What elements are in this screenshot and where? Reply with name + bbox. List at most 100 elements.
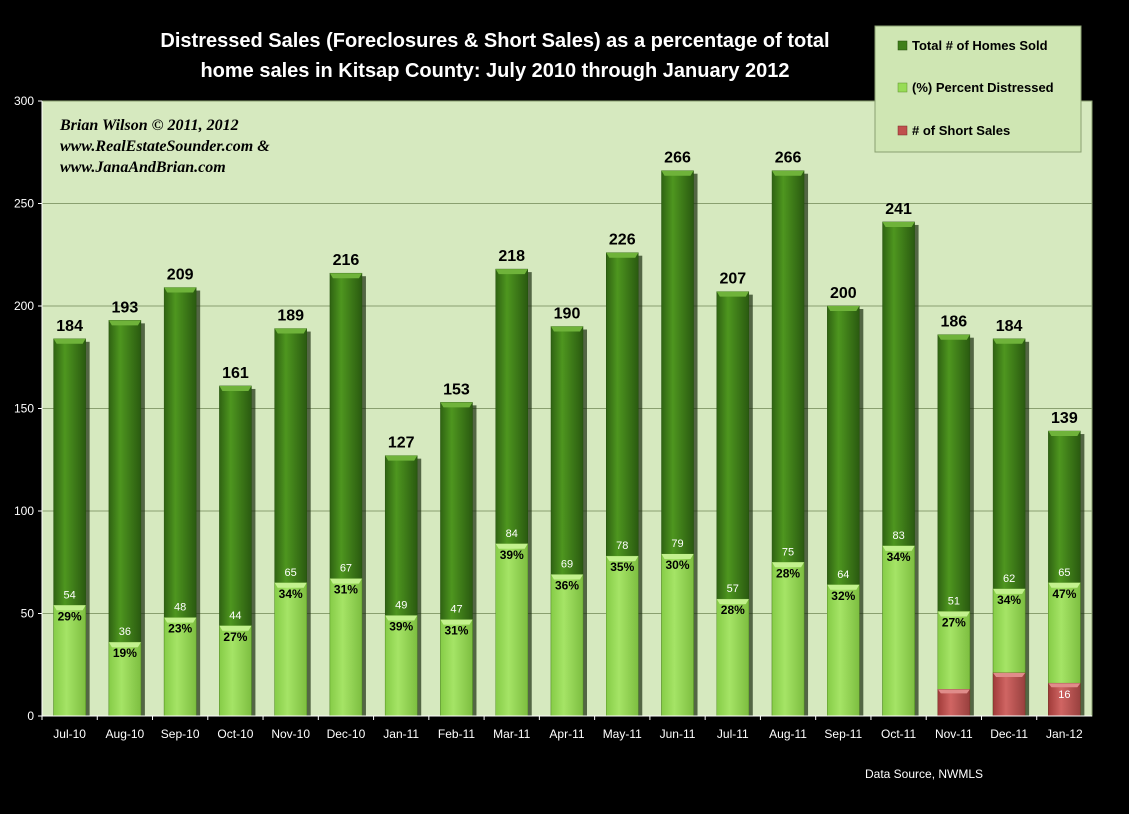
distressed-value-label: 69 — [561, 559, 573, 571]
distressed-bar — [771, 562, 805, 717]
distressed-value-label: 49 — [395, 600, 407, 612]
total-value-label: 139 — [1051, 410, 1078, 427]
total-value-label: 207 — [719, 271, 746, 288]
y-tick-label: 50 — [21, 607, 35, 621]
y-tick-label: 150 — [14, 402, 34, 416]
distressed-bar-cap — [606, 556, 639, 562]
distressed-value-label: 47 — [450, 604, 462, 616]
total-bar-cap — [440, 402, 473, 408]
distressed-value-label: 54 — [64, 589, 76, 601]
total-bar-cap — [716, 291, 749, 297]
percent-distressed-label: 30% — [666, 558, 690, 572]
total-bar-cap — [274, 328, 307, 334]
distressed-bar — [329, 578, 363, 717]
distressed-value-label: 78 — [616, 540, 628, 552]
distressed-bar-cap — [772, 562, 805, 568]
x-tick-label: Jul-11 — [717, 727, 749, 741]
distressed-bar-cap — [993, 588, 1026, 594]
distressed-bar-cap — [661, 554, 694, 560]
legend-swatch-short — [897, 125, 908, 136]
distressed-value-label: 83 — [892, 530, 904, 542]
percent-distressed-label: 39% — [500, 548, 524, 562]
legend-swatch-distressed — [897, 82, 908, 93]
y-tick-label: 250 — [14, 197, 34, 211]
distressed-value-label: 51 — [948, 595, 960, 607]
percent-distressed-label: 28% — [776, 566, 800, 580]
total-bar-cap — [606, 252, 639, 258]
legend-swatch-total — [897, 40, 908, 51]
axes: 0 50 100 150 200 250 300 Jul-10 Aug-10 Sep-10 Oct-… — [14, 94, 1092, 741]
x-tick-label: Jan-12 — [1046, 727, 1083, 741]
distressed-bar-cap — [164, 617, 197, 623]
percent-distressed-label: 23% — [168, 622, 192, 636]
x-tick-label: Apr-11 — [549, 727, 584, 741]
distressed-bar-cap — [385, 615, 418, 621]
distressed-bar-cap — [1048, 582, 1081, 588]
percent-distressed-label: 34% — [997, 593, 1021, 607]
total-bar-cap — [882, 221, 915, 227]
legend-box — [874, 25, 1082, 153]
total-bar-cap — [108, 320, 141, 326]
distressed-bar-cap — [937, 611, 970, 617]
distressed-value-label: 79 — [671, 538, 683, 550]
total-value-label: 189 — [277, 308, 304, 325]
total-value-label: 266 — [775, 150, 802, 167]
percent-distressed-label: 31% — [334, 583, 358, 597]
legend-label-distressed: (%) Percent Distressed — [912, 80, 1054, 95]
total-value-label: 266 — [664, 150, 691, 167]
distressed-bar — [716, 598, 750, 717]
distressed-value-label: 48 — [174, 602, 186, 614]
credit-line-3: www.JanaAndBrian.com — [60, 159, 226, 176]
percent-distressed-label: 29% — [58, 609, 82, 623]
distressed-value-label: 62 — [1003, 573, 1015, 585]
total-bar-cap — [661, 170, 694, 176]
legend-label-total: Total # of Homes Sold — [912, 38, 1048, 53]
percent-distressed-label: 34% — [279, 587, 303, 601]
distressed-bar-cap — [440, 619, 473, 625]
data-labels: 184 54 29% 193 36 19% 209 48 23% 161 44 27% 189 65 34%… — [56, 150, 1078, 701]
total-value-label: 161 — [222, 365, 249, 382]
total-bar-cap — [993, 338, 1026, 344]
x-tick-label: Jan-11 — [383, 727, 419, 741]
distressed-bar — [495, 543, 528, 717]
distressed-bar-cap — [882, 545, 915, 551]
x-tick-label: Aug-11 — [769, 727, 807, 741]
chart-title-line-1: Distressed Sales (Foreclosures & Short S… — [160, 30, 829, 52]
legend-label-short: # of Short Sales — [912, 123, 1010, 138]
distressed-value-label: 65 — [1058, 567, 1070, 579]
credit-line-2: www.RealEstateSounder.com & — [60, 138, 270, 155]
distressed-value-label: 57 — [727, 583, 739, 595]
x-tick-label: Oct-11 — [881, 727, 916, 741]
percent-distressed-label: 27% — [223, 630, 247, 644]
total-bar-cap — [219, 385, 252, 391]
y-tick-label: 200 — [14, 299, 34, 313]
distressed-value-label: 36 — [119, 626, 131, 638]
distressed-bar — [827, 584, 860, 717]
x-tick-label: May-11 — [603, 727, 642, 741]
total-value-label: 153 — [443, 381, 470, 398]
distressed-bar-cap — [551, 574, 583, 580]
total-value-label: 184 — [996, 318, 1023, 335]
distressed-bar-cap — [716, 599, 749, 605]
short-sales-bar-cap — [1048, 683, 1081, 688]
percent-distressed-label: 32% — [831, 589, 855, 603]
total-value-label: 218 — [498, 248, 525, 265]
total-bar-cap — [551, 326, 583, 332]
x-tick-label: Jun-11 — [660, 727, 696, 741]
distressed-bar — [274, 582, 307, 717]
total-bar-cap — [164, 287, 197, 293]
percent-distressed-label: 34% — [887, 550, 911, 564]
total-value-label: 190 — [554, 306, 581, 323]
distressed-bar — [606, 555, 639, 717]
total-bar-cap — [385, 455, 418, 461]
short-sales-value-label: 16 — [1058, 689, 1070, 701]
short-sales-bar — [937, 689, 971, 717]
distressed-bar — [882, 545, 915, 717]
y-tick-label: 0 — [27, 709, 34, 723]
total-value-label: 200 — [830, 285, 857, 302]
distressed-bar-cap — [495, 543, 528, 549]
distressed-value-label: 84 — [506, 528, 518, 540]
x-tick-label: Feb-11 — [438, 727, 475, 741]
distressed-bar-cap — [827, 584, 860, 590]
y-tick-label: 100 — [14, 504, 34, 518]
